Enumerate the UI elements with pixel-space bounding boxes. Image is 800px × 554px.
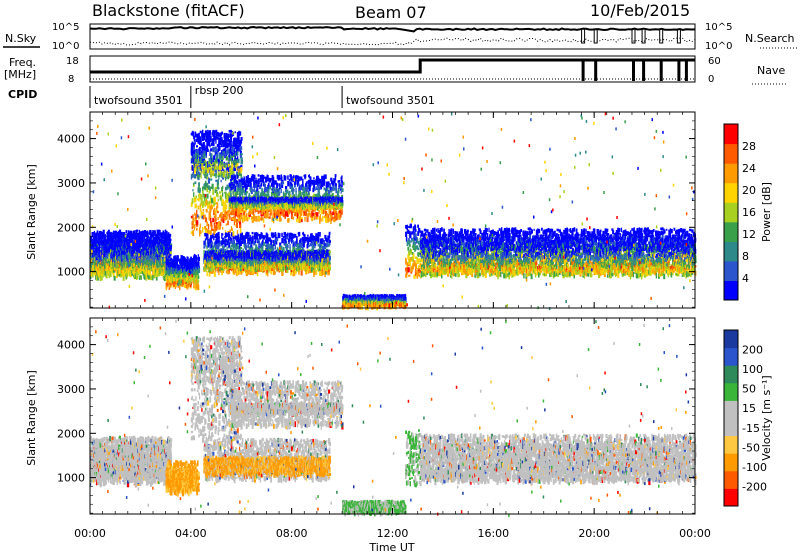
nave-tick-bottom: 0: [708, 74, 714, 85]
nsky-panel: N.Sky 10^5 10^0 10^5 10^0 N.Search: [3, 22, 797, 52]
scatter-cell: [126, 230, 128, 233]
nsearch-trace: [90, 38, 695, 45]
radar-summary-figure: Blackstone (fitACF) Beam 07 10/Feb/2015 …: [0, 0, 800, 554]
nsky-tick-top: 10^5: [52, 22, 79, 33]
freq-spike: [677, 60, 680, 81]
nsky-spike: [660, 29, 663, 43]
scatter-cell: [92, 232, 94, 234]
nsky-label: N.Sky: [5, 32, 37, 45]
scatter-cell: [107, 256, 108, 258]
freq-spike: [685, 60, 688, 81]
freq-panel: Freq. [MHz] 18 8 60 0 Nave: [4, 56, 786, 85]
date-title: 10/Feb/2015: [590, 1, 690, 20]
nsky-spike: [594, 29, 597, 43]
nsky-spike: [642, 29, 645, 43]
scatter-cell: [109, 271, 111, 277]
nsky-spike: [582, 29, 585, 43]
nsearch-label: N.Search: [745, 32, 795, 45]
cpid-segments: twofsound 3501 rbsp 200 twofsound 3501: [90, 84, 435, 108]
nsky-tick-bottom: 10^0: [52, 41, 79, 52]
scatter-cell: [103, 230, 105, 235]
freq-trace: [90, 60, 695, 72]
beam-title: Beam 07: [355, 3, 427, 22]
freq-spike: [642, 60, 645, 81]
cpid-label: CPID: [8, 88, 37, 101]
scatter-cell: [116, 251, 117, 254]
freq-spike: [660, 60, 663, 81]
nave-label: Nave: [757, 64, 785, 77]
freq-spikes: [582, 60, 688, 81]
freq-tick-bottom: 8: [68, 74, 74, 85]
nsearch-tick-bottom: 10^0: [705, 41, 732, 52]
freq-spike: [582, 60, 585, 81]
cpid-segment-label: rbsp 200: [195, 84, 244, 97]
scatter-cell: [91, 237, 93, 239]
scatter-cell: [114, 276, 116, 280]
nsky-spike: [677, 29, 680, 43]
nave-tick-top: 60: [708, 56, 721, 67]
freq-spike: [632, 60, 635, 81]
nsky-trace: [90, 27, 695, 31]
nsearch-tick-top: 10^5: [705, 22, 732, 33]
freq-tick-top: 18: [66, 56, 79, 67]
cpid-segment-label: twofsound 3501: [346, 94, 435, 107]
cpid-segment-label: twofsound 3501: [94, 94, 183, 107]
scatter-cell: [98, 241, 100, 243]
scatter-cell: [105, 271, 107, 275]
scatter-cell: [126, 273, 128, 278]
scatter-cell: [106, 275, 108, 278]
freq-spike: [594, 60, 597, 81]
scatter-cell: [107, 253, 108, 256]
station-title: Blackstone (fitACF): [92, 1, 245, 20]
scatter-cell: [120, 274, 121, 277]
freq-unit-label: [MHz]: [4, 68, 36, 81]
